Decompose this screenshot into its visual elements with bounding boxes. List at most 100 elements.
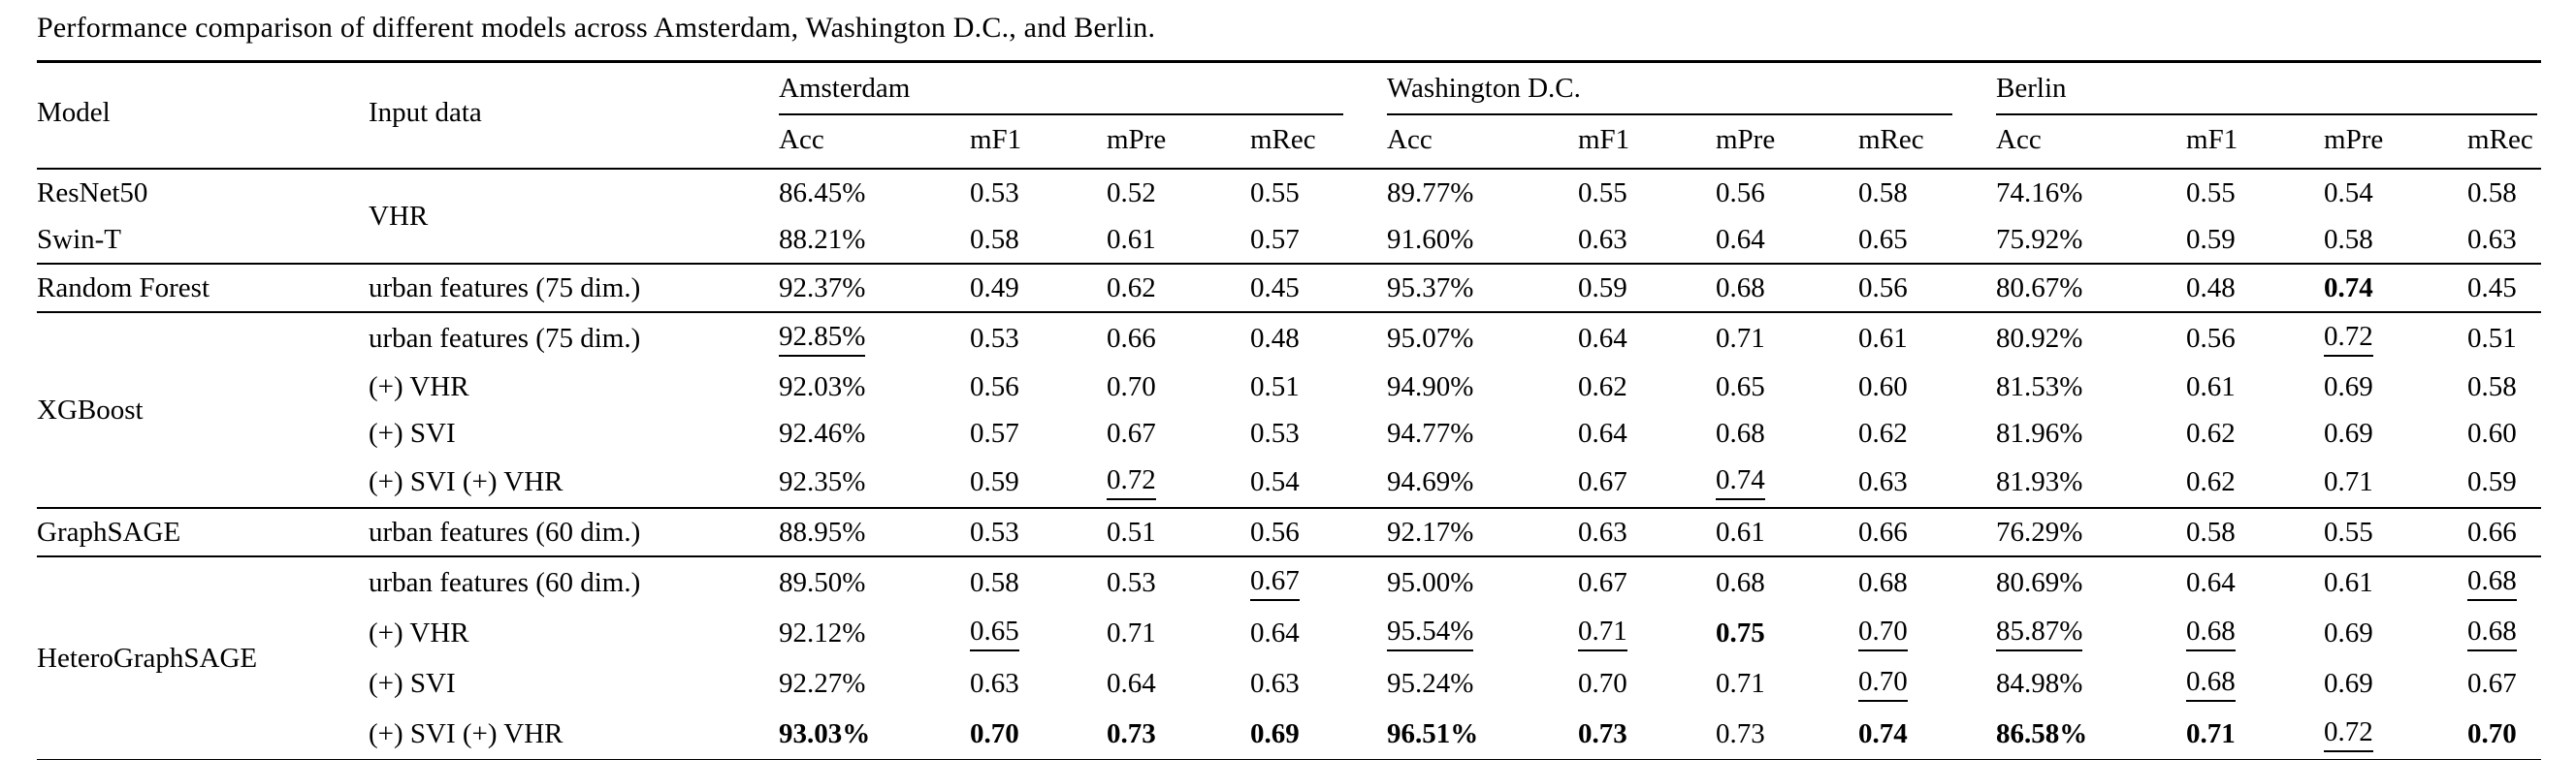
metric-value: 0.62 bbox=[2186, 466, 2236, 497]
metric-value: 96.51% bbox=[1387, 718, 1479, 749]
metric-value: 0.71 bbox=[1716, 668, 1765, 699]
table-row: (+) SVI (+) VHR 93.03% 0.70 0.73 0.69 96.51% 0… bbox=[37, 709, 2541, 760]
metric-value: 0.58 bbox=[2467, 177, 2517, 208]
metric-value: 0.71 bbox=[1716, 323, 1765, 354]
metric-value: 0.51 bbox=[1107, 517, 1156, 548]
metric-value: 88.21% bbox=[779, 224, 866, 255]
table-caption: Performance comparison of different mode… bbox=[37, 12, 1156, 44]
metric-value: 0.61 bbox=[2186, 371, 2236, 402]
metric-value: 89.50% bbox=[779, 567, 866, 598]
metric-value: 86.58% bbox=[1996, 718, 2088, 749]
metric-value: 0.70 bbox=[1578, 668, 1627, 699]
city-label: Washington D.C. bbox=[1387, 73, 1581, 104]
metric-value: 0.61 bbox=[1716, 517, 1765, 548]
col-header-acc: Acc bbox=[1996, 124, 2042, 155]
metric-value: 0.72 bbox=[1107, 457, 1250, 508]
metric-value: 0.64 bbox=[2186, 567, 2236, 598]
input-data: VHR bbox=[369, 200, 429, 232]
metric-value: 0.68 bbox=[1858, 567, 1908, 598]
metric-value: 0.67 bbox=[1578, 466, 1627, 497]
metric-value: 0.70 bbox=[1858, 608, 1996, 658]
metric-value: 89.77% bbox=[1387, 177, 1474, 208]
metric-value: 0.54 bbox=[2324, 177, 2373, 208]
metric-value: 0.68 bbox=[2186, 608, 2324, 658]
metric-value: 0.62 bbox=[1858, 418, 1908, 449]
table-row: ResNet50 VHR 86.45% 0.53 0.52 0.55 89.77% 0.55 0… bbox=[37, 169, 2541, 232]
metric-value: 0.69 bbox=[2324, 668, 2373, 699]
col-header-mf1: mF1 bbox=[1578, 124, 1630, 155]
metric-value: 0.70 bbox=[1107, 371, 1156, 402]
metric-value: 92.12% bbox=[779, 618, 866, 649]
metric-value: 0.58 bbox=[970, 567, 1019, 598]
metric-value: 0.48 bbox=[1250, 323, 1300, 354]
metric-value: 0.67 bbox=[1578, 567, 1627, 598]
metric-value: 0.59 bbox=[970, 466, 1019, 497]
metric-value: 0.72 bbox=[2324, 709, 2467, 760]
metric-value: 0.48 bbox=[2186, 272, 2236, 303]
city-header-washington-d-c: Washington D.C. bbox=[1387, 62, 1996, 115]
table-row: XGBoost urban features (75 dim.) 92.85% 0.5… bbox=[37, 312, 2541, 426]
input-data: (+) VHR bbox=[369, 617, 469, 649]
metric-value: 75.92% bbox=[1996, 224, 2083, 255]
metric-value: 0.71 bbox=[1578, 608, 1716, 658]
metric-value: 0.64 bbox=[1578, 418, 1627, 449]
metric-value: 0.71 bbox=[2324, 466, 2373, 497]
metric-value: 0.61 bbox=[1858, 323, 1908, 354]
metric-value: 0.53 bbox=[1250, 418, 1300, 449]
table-row: (+) VHR 92.03% 0.56 0.70 0.51 94.90% 0.62 0.65 0… bbox=[37, 364, 2541, 410]
metric-value: 0.53 bbox=[1107, 567, 1156, 598]
metric-value: 76.29% bbox=[1996, 517, 2083, 548]
metric-value: 0.73 bbox=[1716, 718, 1765, 749]
metric-value: 0.53 bbox=[970, 517, 1019, 548]
col-header-model: Model bbox=[37, 96, 111, 128]
table-header: Model Input data Amsterdam Washington D.C. B… bbox=[37, 62, 2541, 169]
metric-value: 0.74 bbox=[2324, 272, 2373, 303]
metric-value: 0.63 bbox=[2467, 224, 2517, 255]
input-data: urban features (75 dim.) bbox=[369, 322, 641, 354]
metric-value: 0.64 bbox=[1716, 224, 1765, 255]
metric-value: 84.98% bbox=[1996, 668, 2083, 699]
metric-value: 0.58 bbox=[2467, 371, 2517, 402]
metric-value: 0.56 bbox=[970, 371, 1019, 402]
metric-value: 92.37% bbox=[779, 272, 866, 303]
model-group: HeteroGraphSAGE urban features (60 dim.) 8… bbox=[37, 556, 2541, 760]
city-underline: Amsterdam bbox=[779, 71, 1343, 115]
input-data: (+) SVI (+) VHR bbox=[369, 717, 564, 749]
metric-value: 0.62 bbox=[2186, 418, 2236, 449]
metric-value: 0.61 bbox=[2324, 567, 2373, 598]
model-name: Swin-T bbox=[37, 223, 121, 255]
metric-value: 0.61 bbox=[1107, 224, 1156, 255]
col-header-mrec: mRec bbox=[2467, 124, 2533, 155]
metric-value: 0.55 bbox=[2324, 517, 2373, 548]
metric-value: 0.68 bbox=[2467, 556, 2541, 608]
model-name: GraphSAGE bbox=[37, 516, 181, 548]
table-row: (+) SVI (+) VHR 92.35% 0.59 0.72 0.54 94.69% 0… bbox=[37, 457, 2541, 508]
metric-value: 0.58 bbox=[2186, 517, 2236, 548]
metric-value: 0.70 bbox=[1858, 658, 1996, 709]
metric-value: 0.52 bbox=[1107, 177, 1156, 208]
metric-value: 0.69 bbox=[1250, 718, 1300, 749]
col-header-mpre: mPre bbox=[1107, 124, 1167, 155]
table-row: HeteroGraphSAGE urban features (60 dim.) 8… bbox=[37, 556, 2541, 674]
city-label: Amsterdam bbox=[779, 73, 911, 104]
performance-table: Model Input data Amsterdam Washington D.C. B… bbox=[37, 60, 2541, 760]
col-header-mpre: mPre bbox=[2324, 124, 2384, 155]
metric-value: 0.68 bbox=[1716, 418, 1765, 449]
city-header-amsterdam: Amsterdam bbox=[779, 62, 1387, 115]
metric-value: 0.51 bbox=[2467, 323, 2517, 354]
metric-value: 0.58 bbox=[2324, 224, 2373, 255]
metric-value: 0.55 bbox=[1250, 177, 1300, 208]
city-underline: Berlin bbox=[1996, 71, 2537, 115]
metric-value: 0.51 bbox=[1250, 371, 1300, 402]
metric-value: 0.56 bbox=[1716, 177, 1765, 208]
metric-value: 0.68 bbox=[1716, 272, 1765, 303]
metric-value: 0.66 bbox=[1107, 323, 1156, 354]
metric-value: 0.62 bbox=[1107, 272, 1156, 303]
metric-value: 92.27% bbox=[779, 668, 866, 699]
metric-value: 0.64 bbox=[1578, 323, 1627, 354]
metric-value: 0.67 bbox=[1107, 418, 1156, 449]
city-label: Berlin bbox=[1996, 73, 2067, 104]
table-row: GraphSAGE urban features (60 dim.) 88.95% 0… bbox=[37, 508, 2541, 556]
metric-value: 92.35% bbox=[779, 466, 866, 497]
